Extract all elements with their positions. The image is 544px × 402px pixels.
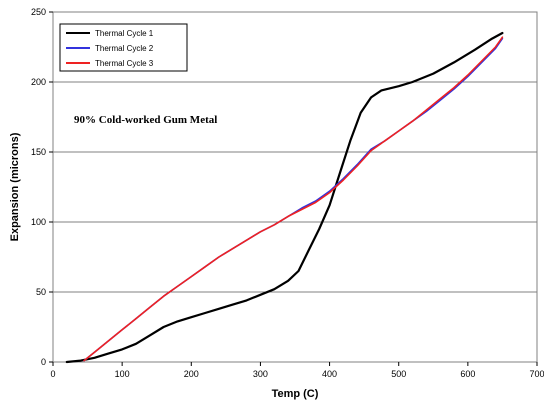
y-tick-labels: 0 50 100 150 200 250 [31,7,53,367]
series-lines [65,31,504,364]
plot-frame [52,11,538,363]
legend: Thermal Cycle 1 Thermal Cycle 2 Thermal Cy… [59,23,188,72]
x-axis-title: Temp (C) [272,388,319,400]
series-line-1 [65,31,504,364]
y-tick-label: 250 [31,7,46,17]
series-line-3 [83,36,504,362]
y-tick-label: 100 [31,217,46,227]
x-tick-label: 300 [253,369,268,379]
series-line-2 [83,37,504,362]
y-axis-title: Expansion (microns) [9,132,21,241]
legend-label: Thermal Cycle 1 [95,29,154,38]
x-tick-label: 200 [184,369,199,379]
y-tick-label: 150 [31,147,46,157]
x-tick-label: 600 [460,369,475,379]
x-tick-label: 100 [115,369,130,379]
y-tick-label: 200 [31,77,46,87]
chart-annotation: 90% Cold-worked Gum Metal [74,114,217,126]
y-tick-label: 0 [41,357,46,367]
x-tick-label: 500 [391,369,406,379]
x-tick-label: 0 [50,369,55,379]
y-tick-label: 50 [36,287,46,297]
x-tick-labels: 0 100 200 300 400 500 600 700 [50,362,544,379]
x-tick-label: 700 [529,369,544,379]
legend-label: Thermal Cycle 3 [95,59,154,68]
legend-label: Thermal Cycle 2 [95,44,154,53]
x-tick-label: 400 [322,369,337,379]
